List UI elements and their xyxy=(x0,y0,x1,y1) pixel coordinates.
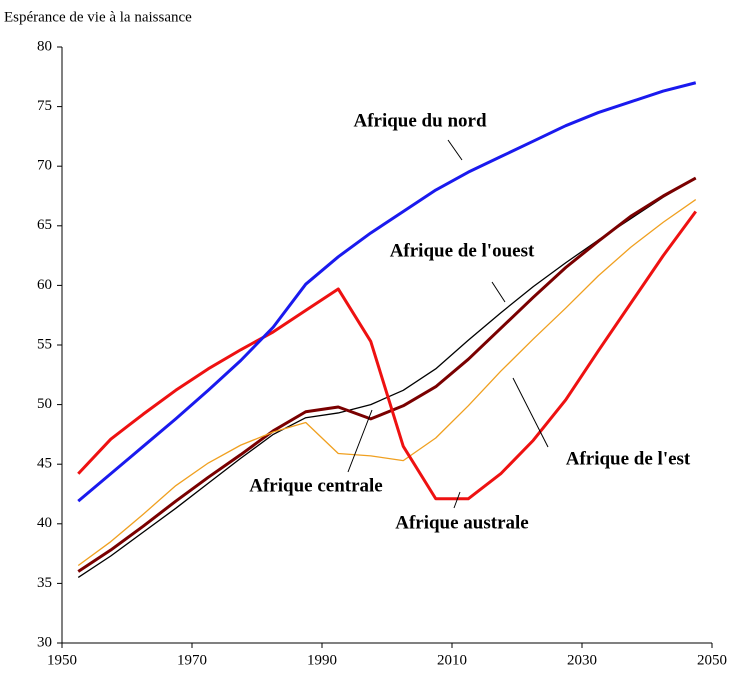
y-tick-label: 30 xyxy=(37,634,52,650)
series-label: Afrique du nord xyxy=(353,110,486,131)
series-label: Afrique de l'est xyxy=(566,448,691,469)
series-line xyxy=(77,81,697,503)
y-tick-label: 60 xyxy=(37,277,52,293)
x-tick-label: 1950 xyxy=(47,652,77,668)
series-label: Afrique de l'ouest xyxy=(390,240,535,261)
y-tick-label: 55 xyxy=(37,336,52,352)
y-tick-label: 35 xyxy=(37,575,52,591)
y-tick-label: 65 xyxy=(37,217,52,233)
y-tick-label: 45 xyxy=(37,456,52,472)
x-tick-label: 2050 xyxy=(697,652,727,668)
x-tick-label: 2030 xyxy=(567,652,597,668)
x-tick-label: 2010 xyxy=(437,652,467,668)
leader-line xyxy=(512,377,549,448)
chart-title: Espérance de vie à la naissance xyxy=(4,9,192,25)
y-tick-label: 40 xyxy=(37,515,52,531)
x-tick-label: 1990 xyxy=(307,652,337,668)
leader-line xyxy=(347,409,373,473)
leader-line xyxy=(491,281,506,303)
leader-line xyxy=(447,139,463,161)
series-line xyxy=(77,176,697,573)
y-tick-label: 70 xyxy=(37,158,52,174)
series-line xyxy=(77,199,697,567)
y-tick-label: 50 xyxy=(37,396,52,412)
x-tick-label: 1970 xyxy=(177,652,207,668)
series-line xyxy=(77,210,697,501)
series-label: Afrique centrale xyxy=(249,475,382,496)
leader-line xyxy=(453,491,461,509)
series-label: Afrique australe xyxy=(395,512,529,533)
y-tick-label: 75 xyxy=(37,98,52,114)
y-tick-label: 80 xyxy=(37,38,52,54)
